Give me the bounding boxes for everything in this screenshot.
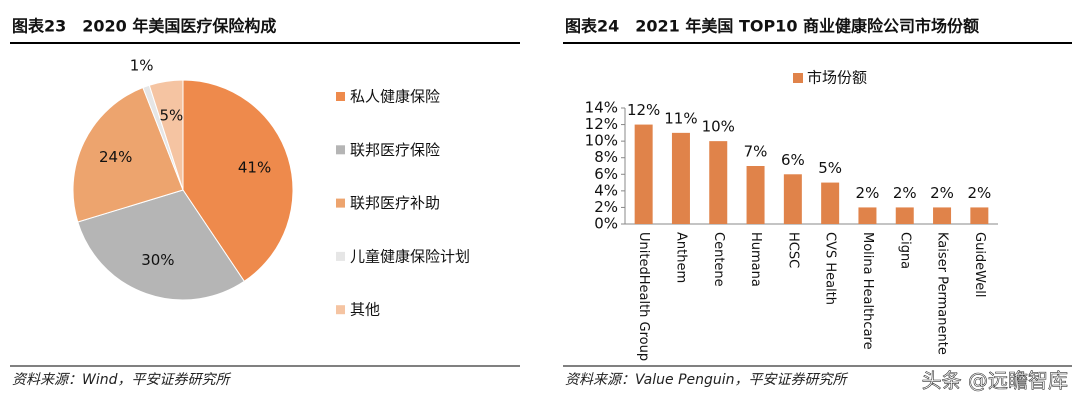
- data-label: 6%: [781, 151, 805, 169]
- legend-label: 市场份额: [807, 69, 867, 87]
- bar: [970, 207, 989, 224]
- data-label: 10%: [702, 118, 735, 136]
- pie-slice: [72, 86, 184, 223]
- x-tick-label: Cigna: [897, 232, 912, 269]
- legend-label: 其他: [350, 301, 380, 319]
- legend-swatch: [336, 305, 345, 315]
- legend-swatch: [336, 145, 345, 155]
- x-tick-label: Anthem: [673, 232, 688, 283]
- y-tick-label: 8%: [594, 148, 618, 166]
- bar: [671, 132, 690, 224]
- y-tick-label: 10%: [585, 132, 618, 150]
- data-label: 30%: [141, 251, 174, 269]
- bar: [634, 124, 653, 224]
- bar: [821, 182, 840, 224]
- data-label: 12%: [627, 101, 660, 119]
- data-label: 2%: [930, 184, 954, 202]
- data-label: 7%: [744, 143, 768, 161]
- source: 资料来源：Wind，平安证券研究所: [12, 372, 231, 388]
- pie-slice: [148, 79, 184, 191]
- watermark: 头条 @远瞻智库: [922, 369, 1068, 393]
- x-tick-label: Centene: [711, 232, 726, 287]
- x-tick-label: UnitedHealth Group: [636, 232, 651, 361]
- legend-swatch: [336, 251, 345, 261]
- x-tick-label: Molina Healthcare: [860, 232, 875, 350]
- bar: [895, 207, 914, 224]
- legend-swatch: [793, 73, 803, 83]
- x-tick-label: GuideWell: [972, 232, 987, 298]
- data-label: 5%: [160, 107, 184, 125]
- pie-slice: [182, 79, 294, 283]
- data-label: 2%: [967, 184, 991, 202]
- y-tick-label: 2%: [594, 198, 618, 216]
- y-tick-label: 14%: [585, 99, 618, 117]
- data-label: 2%: [856, 184, 880, 202]
- data-label: 11%: [664, 109, 697, 127]
- legend-label: 联邦医疗补助: [350, 194, 440, 212]
- legend-label: 私人健康保险: [350, 88, 440, 106]
- x-tick-label: CVS Health: [823, 232, 838, 305]
- chart-title: 图表23 2020 年美国医疗保险构成: [12, 17, 276, 36]
- y-tick-label: 0%: [594, 215, 618, 233]
- data-label: 2%: [893, 184, 917, 202]
- bar: [709, 141, 728, 224]
- y-tick-label: 4%: [594, 181, 618, 199]
- pie-slice: [77, 189, 245, 301]
- bar: [746, 166, 765, 224]
- legend-label: 联邦医疗保险: [350, 141, 440, 159]
- bar: [858, 207, 877, 224]
- x-tick-label: Kaiser Permanente: [935, 232, 950, 355]
- bar: [783, 174, 802, 224]
- source: 资料来源：Value Penguin，平安证券研究所: [565, 372, 849, 388]
- data-label: 24%: [99, 148, 132, 166]
- y-tick-label: 6%: [594, 165, 618, 183]
- x-tick-label: HCSC: [785, 232, 800, 268]
- x-tick-label: Humana: [748, 232, 763, 287]
- legend-label: 儿童健康保险计划: [350, 247, 470, 265]
- chart-title: 图表24 2021 年美国 TOP10 商业健康险公司市场份额: [565, 17, 979, 36]
- data-label: 5%: [818, 159, 842, 177]
- y-tick-label: 12%: [585, 115, 618, 133]
- data-label: 1%: [130, 56, 154, 74]
- legend-swatch: [336, 92, 345, 101]
- data-label: 41%: [238, 159, 271, 177]
- legend-swatch: [336, 198, 345, 208]
- bar: [933, 207, 952, 224]
